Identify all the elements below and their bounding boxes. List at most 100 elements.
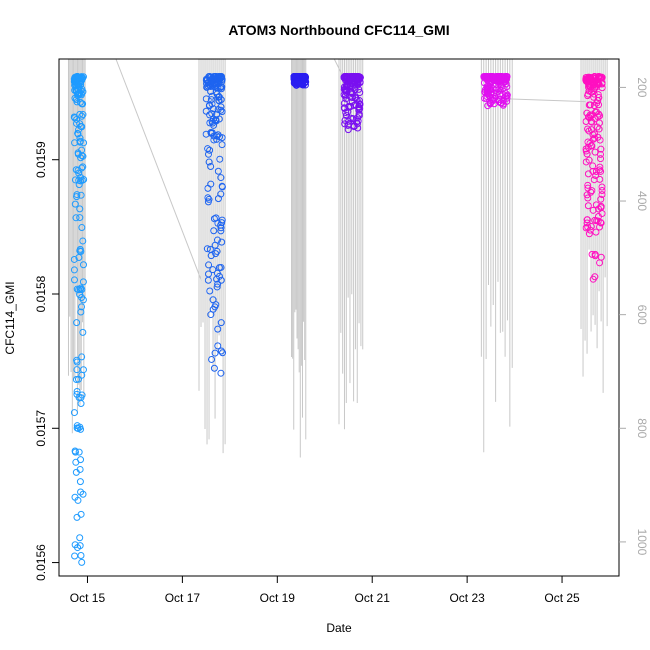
data-point bbox=[204, 194, 212, 202]
data-point bbox=[77, 510, 85, 518]
data-point bbox=[597, 155, 605, 163]
data-point bbox=[481, 94, 489, 102]
data-point bbox=[207, 163, 215, 171]
data-point bbox=[73, 191, 81, 199]
data-point bbox=[77, 303, 85, 311]
data-point bbox=[71, 139, 79, 147]
data-point bbox=[218, 141, 226, 149]
data-point bbox=[76, 205, 84, 213]
data-point bbox=[76, 245, 84, 253]
chart-title: ATOM3 Northbound CFC114_GMI bbox=[228, 22, 449, 38]
data-point bbox=[75, 286, 83, 294]
data-point bbox=[213, 90, 221, 98]
data-point bbox=[207, 87, 215, 95]
data-point bbox=[73, 513, 81, 521]
data-point bbox=[595, 93, 603, 101]
data-point bbox=[347, 73, 355, 81]
x-tick-label: Oct 21 bbox=[355, 591, 391, 605]
data-point bbox=[584, 143, 592, 151]
data-point bbox=[205, 261, 213, 269]
data-point bbox=[213, 73, 221, 81]
data-point bbox=[584, 92, 592, 100]
data-point bbox=[77, 177, 85, 185]
data-point bbox=[217, 347, 225, 355]
data-point bbox=[589, 162, 597, 170]
data-point bbox=[74, 496, 82, 504]
data-point bbox=[483, 87, 491, 95]
data-point bbox=[214, 325, 222, 333]
data-point bbox=[78, 391, 86, 399]
data-point bbox=[503, 92, 511, 100]
data-point bbox=[217, 224, 225, 232]
data-point bbox=[589, 135, 597, 143]
data-point bbox=[203, 79, 211, 87]
data-point bbox=[584, 194, 592, 202]
data-point bbox=[591, 115, 599, 123]
data-point bbox=[598, 191, 606, 199]
data-point bbox=[214, 167, 222, 175]
data-point bbox=[597, 145, 605, 153]
data-point bbox=[593, 123, 601, 131]
data-point bbox=[77, 89, 85, 97]
data-point bbox=[202, 130, 210, 138]
data-point bbox=[71, 541, 79, 549]
data-point bbox=[76, 110, 84, 118]
right-tick-label: 600 bbox=[635, 305, 649, 325]
data-point bbox=[73, 390, 81, 398]
data-point bbox=[70, 266, 78, 274]
data-point bbox=[594, 217, 602, 225]
data-point bbox=[598, 79, 606, 87]
data-point bbox=[213, 236, 221, 244]
data-point bbox=[73, 422, 81, 430]
data-point bbox=[217, 190, 225, 198]
data-point bbox=[217, 263, 225, 271]
data-point bbox=[342, 95, 350, 103]
data-point bbox=[210, 227, 218, 235]
data-point bbox=[73, 387, 81, 395]
data-point bbox=[485, 73, 493, 81]
data-point bbox=[588, 111, 596, 119]
data-point bbox=[585, 101, 593, 109]
data-point bbox=[73, 319, 81, 327]
data-point bbox=[75, 448, 83, 456]
data-point bbox=[78, 224, 86, 232]
data-point bbox=[74, 82, 82, 90]
data-point bbox=[73, 98, 81, 106]
data-point bbox=[78, 294, 86, 302]
data-point bbox=[583, 219, 591, 227]
data-point bbox=[596, 166, 604, 174]
data-point bbox=[74, 166, 82, 174]
data-point bbox=[586, 139, 594, 147]
data-point bbox=[589, 131, 597, 139]
data-point bbox=[494, 73, 502, 81]
data-point bbox=[76, 478, 84, 486]
data-point bbox=[597, 195, 605, 203]
data-point bbox=[495, 98, 503, 106]
data-point bbox=[584, 125, 592, 133]
data-point bbox=[588, 187, 596, 195]
data-point bbox=[211, 82, 219, 90]
data-point bbox=[584, 202, 592, 210]
data-point bbox=[74, 425, 82, 433]
data-point bbox=[597, 74, 605, 82]
data-point bbox=[213, 132, 221, 140]
data-point bbox=[77, 488, 85, 496]
data-point bbox=[76, 542, 84, 550]
data-point bbox=[80, 139, 88, 147]
y-axis: 0.0156 0.0157 0.0158 0.0159 bbox=[34, 141, 59, 581]
data-point bbox=[598, 183, 606, 191]
data-point bbox=[592, 201, 600, 209]
x-tick-label: Oct 23 bbox=[449, 591, 485, 605]
data-point bbox=[204, 198, 212, 206]
right-tick-label: 1000 bbox=[635, 529, 649, 556]
data-point bbox=[76, 134, 84, 142]
data-point bbox=[79, 366, 87, 374]
data-point bbox=[205, 158, 213, 166]
data-point bbox=[79, 278, 87, 286]
data-point bbox=[351, 94, 359, 102]
data-point bbox=[592, 168, 600, 176]
data-point bbox=[295, 73, 303, 81]
data-point bbox=[206, 287, 214, 295]
right-tick-label: 800 bbox=[635, 418, 649, 438]
